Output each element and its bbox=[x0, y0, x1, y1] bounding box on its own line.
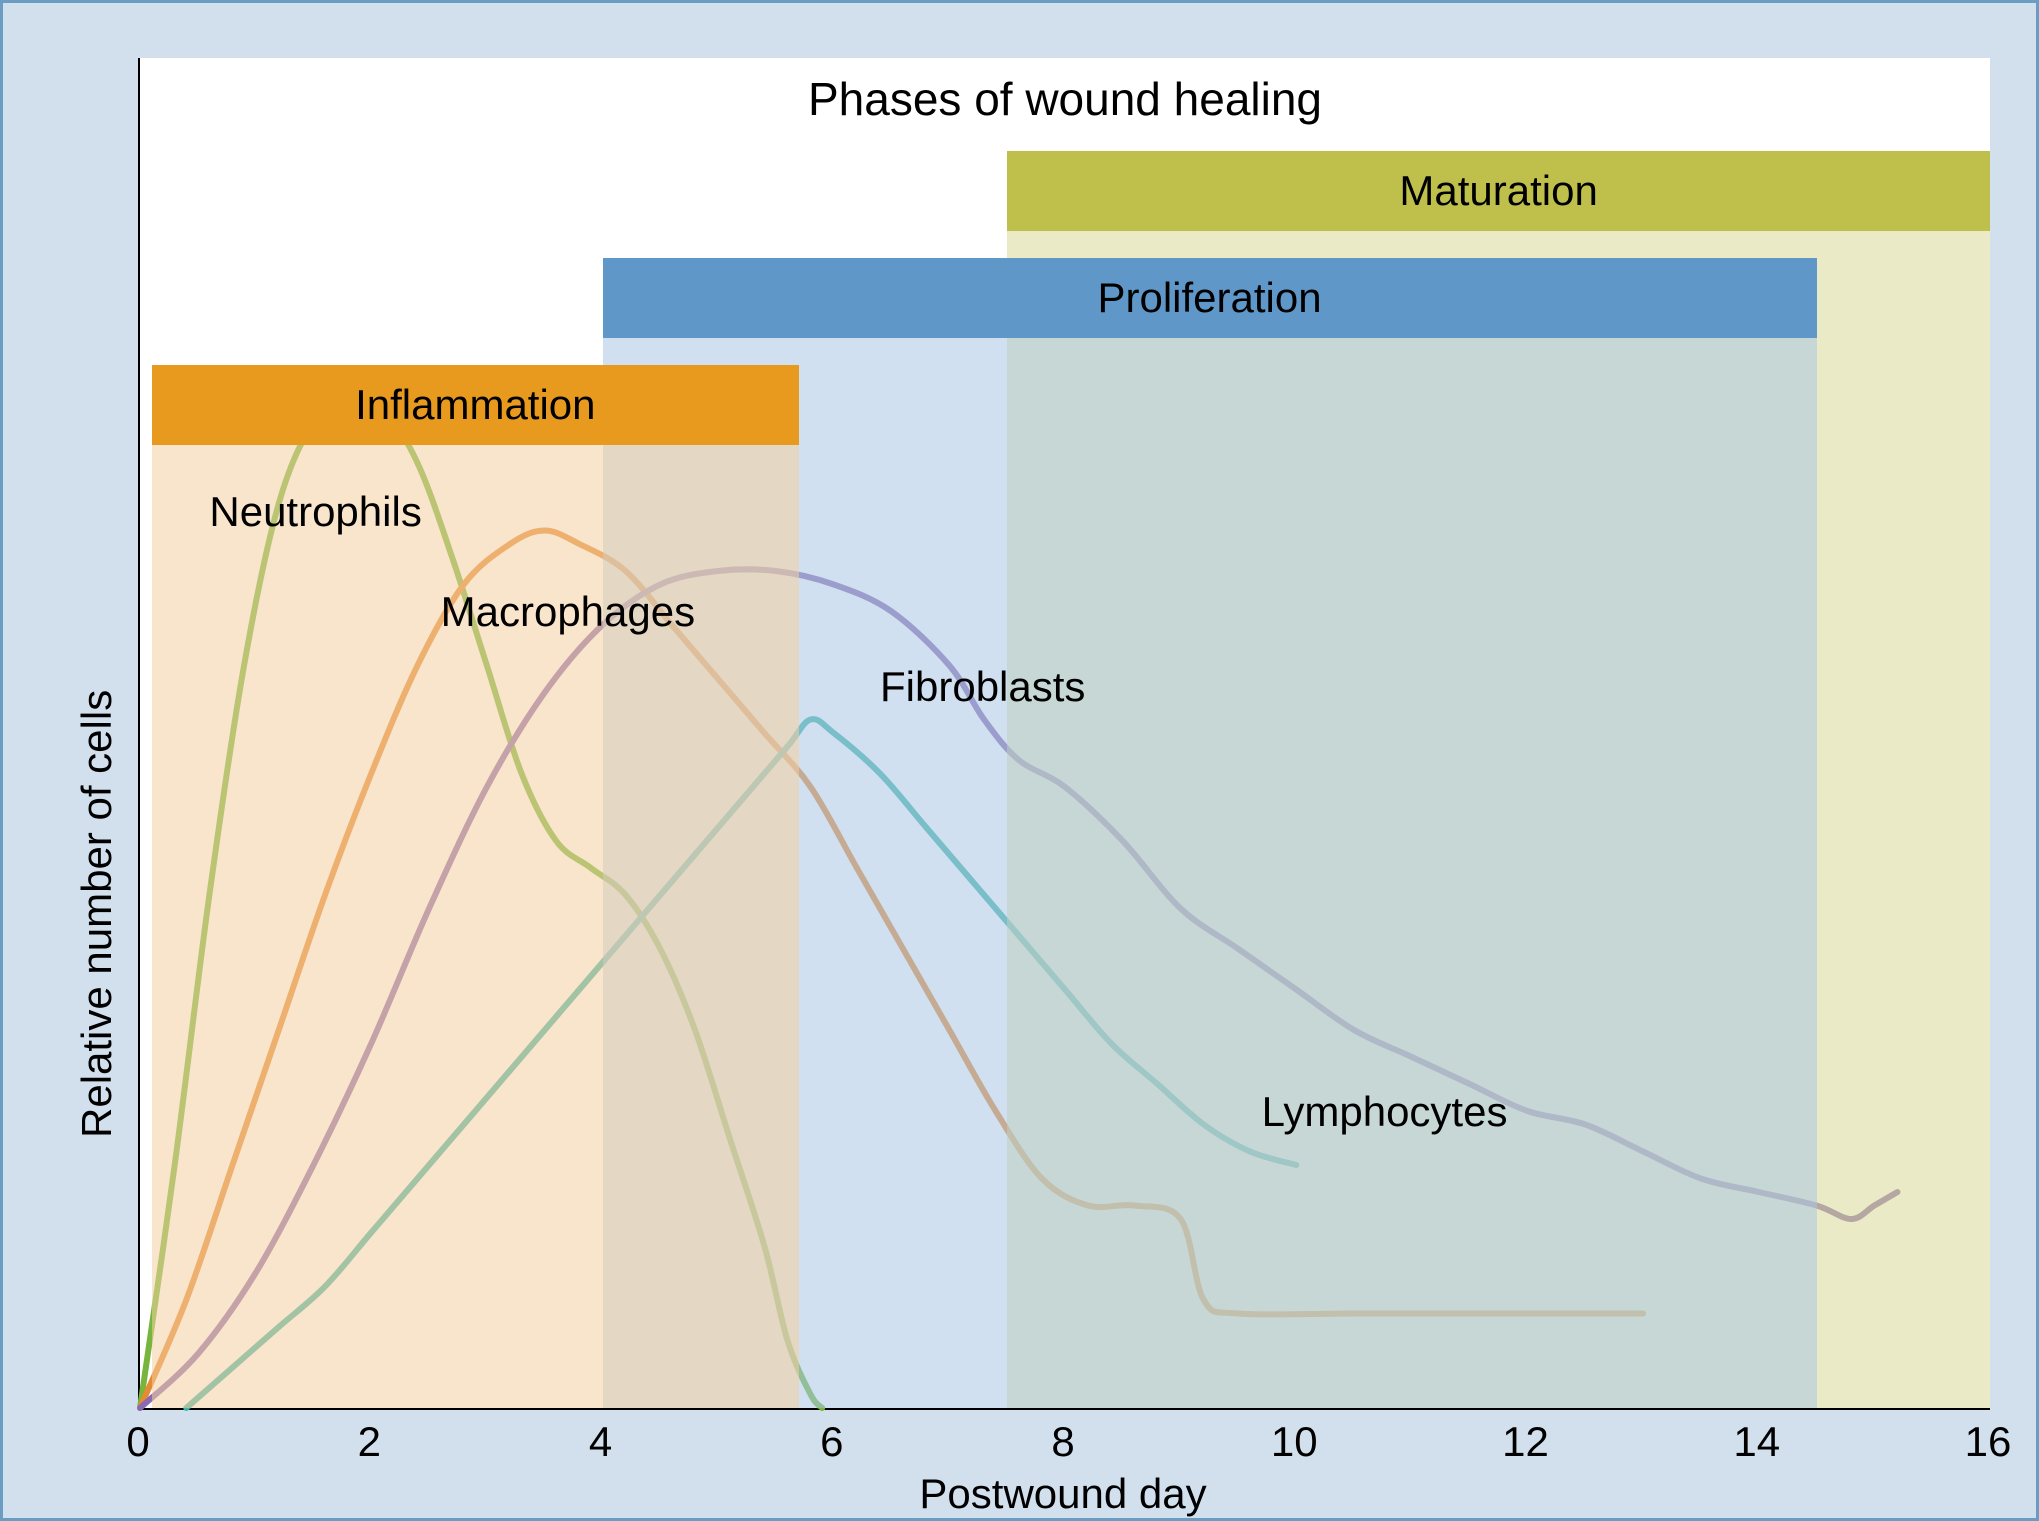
x-tick-16: 16 bbox=[1965, 1418, 2012, 1466]
x-tick-4: 4 bbox=[589, 1418, 612, 1466]
series-label-macrophages: Macrophages bbox=[441, 588, 695, 636]
series-label-neutrophils: Neutrophils bbox=[209, 488, 421, 536]
x-tick-8: 8 bbox=[1051, 1418, 1074, 1466]
phase-header-maturation: Maturation bbox=[1007, 151, 1990, 231]
x-tick-6: 6 bbox=[820, 1418, 843, 1466]
x-tick-2: 2 bbox=[358, 1418, 381, 1466]
x-axis-label: Postwound day bbox=[919, 1470, 1206, 1518]
series-label-fibroblasts: Fibroblasts bbox=[880, 663, 1085, 711]
y-axis-label: Relative number of cells bbox=[73, 690, 121, 1138]
series-label-lymphocytes: Lymphocytes bbox=[1262, 1088, 1508, 1136]
x-tick-0: 0 bbox=[126, 1418, 149, 1466]
plot-area: Phases of wound healing MaturationProlif… bbox=[138, 58, 1990, 1410]
figure-outer: Phases of wound healing MaturationProlif… bbox=[0, 0, 2039, 1521]
phase-header-inflammation: Inflammation bbox=[152, 365, 800, 445]
x-tick-12: 12 bbox=[1502, 1418, 1549, 1466]
x-tick-10: 10 bbox=[1271, 1418, 1318, 1466]
phase-header-proliferation: Proliferation bbox=[603, 258, 1817, 338]
x-tick-14: 14 bbox=[1733, 1418, 1780, 1466]
